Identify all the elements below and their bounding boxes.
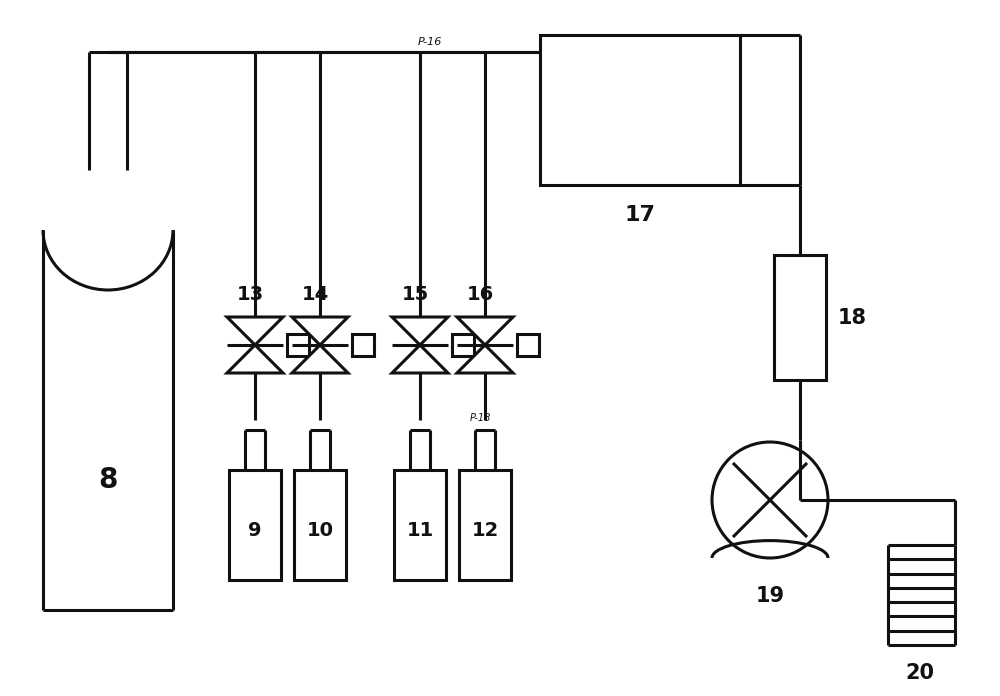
- Circle shape: [712, 442, 828, 558]
- Polygon shape: [457, 345, 513, 373]
- Text: P-16: P-16: [418, 37, 442, 47]
- Bar: [352, 334, 374, 356]
- Bar: [294, 470, 346, 580]
- Text: 17: 17: [624, 205, 656, 225]
- Polygon shape: [292, 317, 348, 345]
- Text: 11: 11: [406, 521, 434, 539]
- Polygon shape: [292, 345, 348, 373]
- Text: 15: 15: [401, 285, 429, 305]
- Text: 8: 8: [98, 466, 118, 494]
- Bar: [452, 334, 474, 356]
- Bar: [517, 334, 539, 356]
- Bar: [540, 35, 740, 185]
- Bar: [229, 470, 281, 580]
- Text: 16: 16: [466, 285, 494, 305]
- Polygon shape: [392, 317, 448, 345]
- Bar: [394, 470, 446, 580]
- Polygon shape: [227, 317, 283, 345]
- Bar: [287, 334, 309, 356]
- Polygon shape: [392, 345, 448, 373]
- Text: 12: 12: [471, 521, 499, 539]
- Text: 18: 18: [838, 308, 867, 328]
- Text: 9: 9: [248, 521, 262, 539]
- Bar: [774, 255, 826, 380]
- Polygon shape: [227, 345, 283, 373]
- Polygon shape: [457, 317, 513, 345]
- Text: P-18: P-18: [469, 413, 491, 423]
- Text: 13: 13: [236, 285, 264, 305]
- Text: 19: 19: [755, 586, 785, 606]
- Text: 14: 14: [301, 285, 329, 305]
- Bar: [459, 470, 511, 580]
- Text: 20: 20: [906, 663, 934, 683]
- Text: 10: 10: [306, 521, 334, 539]
